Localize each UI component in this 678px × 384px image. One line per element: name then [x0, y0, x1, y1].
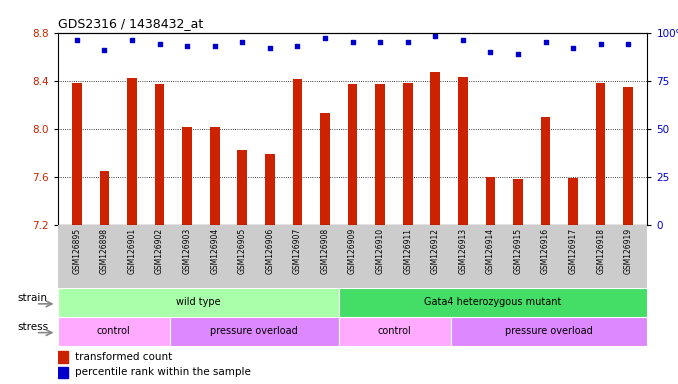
- Bar: [100, 170, 109, 225]
- Bar: [623, 87, 633, 225]
- Point: [154, 41, 165, 47]
- Bar: [376, 84, 385, 225]
- Point: [264, 45, 275, 51]
- Bar: [458, 77, 468, 225]
- Point: [402, 39, 413, 45]
- Text: GSM126919: GSM126919: [624, 228, 633, 274]
- Bar: [210, 127, 220, 225]
- Text: GSM126901: GSM126901: [127, 228, 136, 274]
- Text: control: control: [378, 326, 412, 336]
- Bar: [58, 288, 338, 317]
- Text: GSM126917: GSM126917: [569, 228, 578, 274]
- Text: GSM126907: GSM126907: [293, 228, 302, 274]
- Point: [567, 45, 578, 51]
- Bar: [155, 84, 165, 225]
- Point: [513, 51, 523, 57]
- Bar: [182, 127, 192, 225]
- Point: [485, 49, 496, 55]
- Point: [540, 39, 551, 45]
- Bar: [320, 113, 330, 225]
- Bar: [58, 317, 170, 346]
- Text: GSM126910: GSM126910: [376, 228, 384, 274]
- Point: [99, 47, 110, 53]
- Text: GDS2316 / 1438432_at: GDS2316 / 1438432_at: [58, 17, 203, 30]
- Point: [430, 33, 441, 40]
- Text: GSM126915: GSM126915: [513, 228, 523, 274]
- Bar: [293, 79, 302, 225]
- Point: [127, 37, 138, 43]
- Point: [210, 43, 220, 49]
- Text: GSM126903: GSM126903: [182, 228, 192, 274]
- Text: percentile rank within the sample: percentile rank within the sample: [75, 367, 252, 377]
- Text: GSM126904: GSM126904: [210, 228, 219, 274]
- Text: GSM126902: GSM126902: [155, 228, 164, 274]
- Point: [595, 41, 606, 47]
- Bar: [58, 367, 68, 378]
- Bar: [237, 150, 247, 225]
- Text: transformed count: transformed count: [75, 352, 173, 362]
- Text: strain: strain: [18, 293, 47, 303]
- Bar: [540, 117, 551, 225]
- Bar: [58, 351, 68, 363]
- Text: GSM126918: GSM126918: [596, 228, 605, 274]
- Text: GSM126913: GSM126913: [458, 228, 467, 274]
- Point: [71, 37, 82, 43]
- Bar: [568, 178, 578, 225]
- Point: [237, 39, 247, 45]
- Bar: [72, 83, 82, 225]
- Bar: [338, 317, 451, 346]
- Text: pressure overload: pressure overload: [210, 326, 298, 336]
- Bar: [127, 78, 137, 225]
- Text: GSM126906: GSM126906: [265, 228, 275, 274]
- Text: GSM126911: GSM126911: [403, 228, 412, 274]
- Point: [347, 39, 358, 45]
- Text: GSM126898: GSM126898: [100, 228, 109, 274]
- Text: wild type: wild type: [176, 297, 220, 308]
- Text: stress: stress: [18, 322, 48, 332]
- Bar: [265, 154, 275, 225]
- Point: [623, 41, 634, 47]
- Bar: [170, 317, 338, 346]
- Bar: [485, 177, 495, 225]
- Bar: [403, 83, 412, 225]
- Text: GSM126905: GSM126905: [238, 228, 247, 274]
- Text: Gata4 heterozygous mutant: Gata4 heterozygous mutant: [424, 297, 561, 308]
- Point: [458, 37, 468, 43]
- Bar: [338, 288, 647, 317]
- Bar: [451, 317, 647, 346]
- Text: pressure overload: pressure overload: [505, 326, 593, 336]
- Point: [319, 35, 330, 41]
- Bar: [513, 179, 523, 225]
- Text: GSM126914: GSM126914: [486, 228, 495, 274]
- Point: [292, 43, 303, 49]
- Bar: [431, 72, 440, 225]
- Text: GSM126916: GSM126916: [541, 228, 550, 274]
- Bar: [348, 84, 357, 225]
- Text: GSM126908: GSM126908: [321, 228, 330, 274]
- Point: [182, 43, 193, 49]
- Point: [375, 39, 386, 45]
- Text: GSM126895: GSM126895: [73, 228, 81, 274]
- Bar: [596, 83, 605, 225]
- Text: GSM126912: GSM126912: [431, 228, 440, 274]
- Text: GSM126909: GSM126909: [348, 228, 357, 274]
- Text: control: control: [97, 326, 131, 336]
